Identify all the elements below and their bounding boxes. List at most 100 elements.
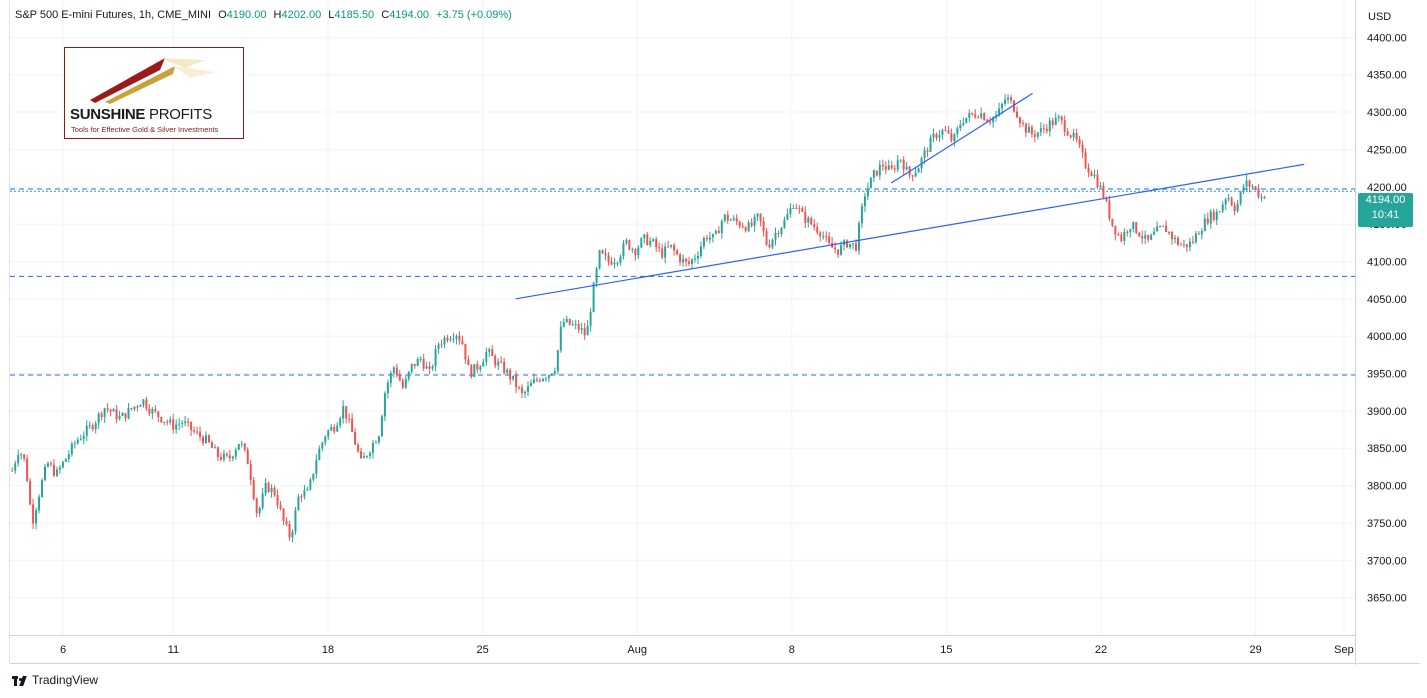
candle-body (199, 431, 202, 437)
candle-body (1030, 126, 1033, 135)
candle-body (679, 254, 682, 263)
candle-body (360, 451, 363, 459)
candle-body (840, 245, 843, 255)
trendline (890, 92, 1033, 184)
candle-body (14, 463, 17, 471)
candle-body (32, 504, 35, 524)
candle-body (992, 117, 995, 123)
candle-body (717, 230, 720, 234)
candle-body (1027, 126, 1030, 133)
candle-body (1007, 97, 1010, 100)
candle-body (476, 364, 479, 370)
candle-body (690, 259, 693, 264)
candle-body (661, 248, 664, 258)
candle-body (1036, 132, 1039, 137)
candle-body (1203, 218, 1206, 231)
candle-body (470, 365, 473, 377)
candle-body (434, 349, 437, 367)
candle-body (1185, 244, 1188, 248)
last-price: 4194.00 (1365, 194, 1406, 206)
candle-body (181, 423, 184, 425)
candle-body (321, 442, 324, 449)
candle-body (148, 408, 151, 414)
candle-body (386, 382, 389, 394)
candle-body (896, 160, 899, 170)
tradingview-branding[interactable]: TradingView (12, 673, 98, 687)
candle-body (1004, 99, 1007, 104)
candle-body (404, 378, 407, 388)
candle-body (723, 214, 726, 221)
candle-body (1230, 198, 1233, 206)
candle-body (688, 261, 691, 264)
candle-body (1039, 128, 1042, 133)
candle-body (112, 409, 115, 412)
candle-body (950, 133, 953, 142)
candle-body (190, 421, 193, 431)
candle-body (1141, 236, 1144, 239)
candle-body (178, 423, 181, 425)
candle-body (300, 496, 303, 498)
candle-body (923, 150, 926, 159)
candle-body (452, 338, 455, 340)
candle-body (810, 217, 813, 225)
candle-body (419, 358, 422, 360)
candle-body (625, 240, 628, 244)
candle-body (497, 361, 500, 366)
candle-body (813, 224, 816, 228)
candle-body (720, 220, 723, 234)
candle-body (246, 449, 249, 465)
candle-body (962, 122, 965, 125)
symbol-title[interactable]: S&P 500 E-mini Futures, 1h, CME_MINI (15, 9, 212, 21)
candle-body (786, 214, 789, 220)
candle-body (977, 117, 980, 119)
y-tick-label: 4100.00 (1367, 256, 1407, 268)
bar-countdown: 10:41 (1371, 209, 1400, 221)
candle-body (371, 442, 374, 453)
candle-body (914, 172, 917, 177)
candle-body (44, 466, 47, 481)
y-tick-label: 3850.00 (1367, 443, 1407, 455)
last-price-tag: 4194.00 10:41 (1358, 193, 1413, 227)
candle-body (279, 505, 282, 509)
candle-body (282, 508, 285, 521)
axes (9, 0, 1420, 665)
candle-body (392, 367, 395, 373)
candle-body (228, 455, 231, 459)
candle-body (455, 335, 458, 339)
candle-body (1194, 233, 1197, 243)
candle-body (974, 114, 977, 118)
candle-body (527, 386, 530, 392)
candle-body (881, 164, 884, 167)
candle-body (351, 418, 354, 432)
candle-body (202, 436, 205, 444)
candle-body (744, 227, 747, 232)
tradingview-label: TradingView (32, 673, 99, 687)
candle-body (70, 443, 73, 455)
candle-body (1054, 118, 1057, 125)
candle-body (538, 380, 541, 382)
candle-body (595, 268, 598, 284)
low-value: L4185.50 (328, 9, 375, 21)
chart-grid (10, 0, 1355, 635)
candle-body (1042, 128, 1045, 130)
candle-body (929, 137, 932, 152)
candle-body (324, 436, 327, 443)
candle-body (479, 366, 482, 370)
candle-body (750, 222, 753, 226)
candle-body (357, 444, 360, 452)
candle-body (234, 449, 237, 457)
candle-body (1129, 228, 1132, 233)
candle-body (273, 487, 276, 496)
candle-body (756, 213, 759, 217)
candle-body (1197, 233, 1200, 235)
candle-body (544, 378, 547, 380)
candle-body (1233, 205, 1236, 212)
candle-body (732, 218, 735, 220)
candle-body (139, 405, 142, 407)
candle-body (11, 470, 14, 472)
candle-body (166, 421, 169, 423)
candle-body (249, 464, 252, 481)
candle-body (932, 133, 935, 138)
candle-body (1102, 185, 1105, 198)
